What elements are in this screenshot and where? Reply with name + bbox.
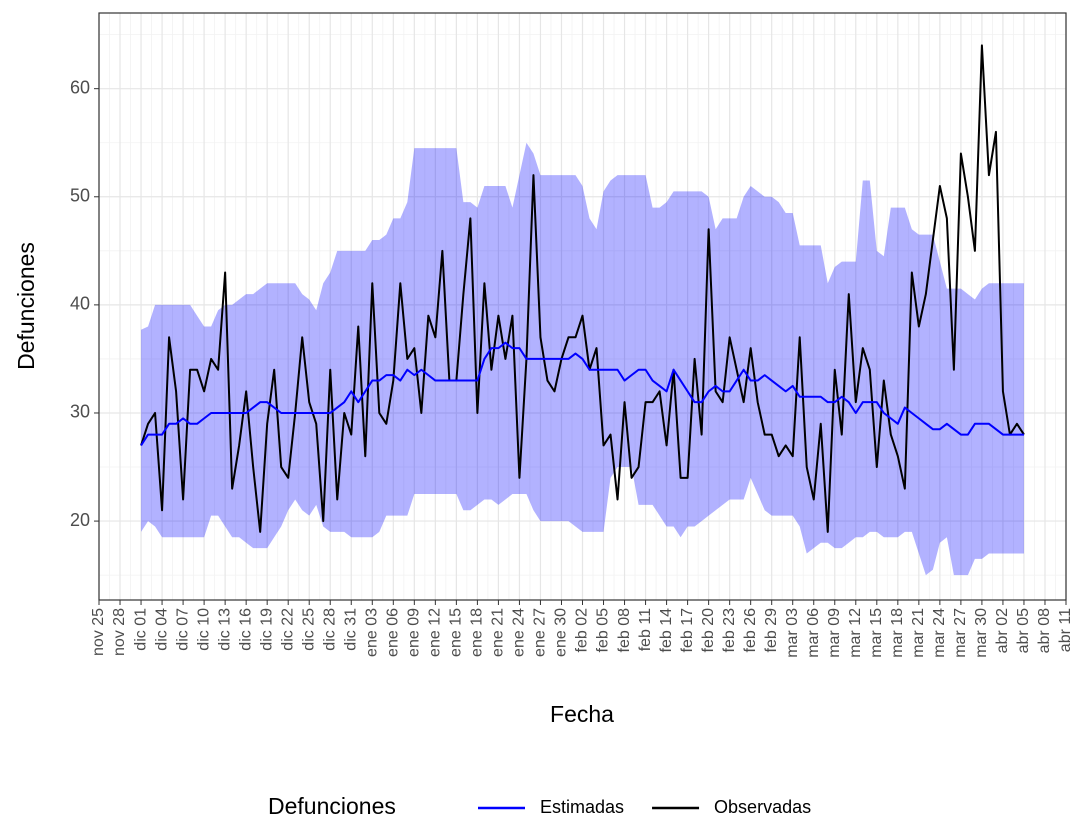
x-tick-label: mar 15 xyxy=(868,608,885,658)
y-tick-label: 30 xyxy=(70,402,90,422)
y-tick-label: 20 xyxy=(70,510,90,530)
x-tick-label: ene 18 xyxy=(469,608,486,657)
series-line xyxy=(140,341,1024,446)
x-tick-label: dic 01 xyxy=(132,608,149,651)
x-tick-label: feb 26 xyxy=(742,608,759,653)
x-tick-label: dic 25 xyxy=(300,608,317,651)
legend-label: Estimadas xyxy=(540,797,624,817)
x-tick-label: dic 04 xyxy=(153,608,170,651)
x-tick-label: mar 12 xyxy=(847,608,864,658)
x-tick-label: dic 19 xyxy=(258,608,275,651)
y-axis-title: Defunciones xyxy=(13,242,39,370)
x-tick-label: ene 06 xyxy=(385,608,402,657)
x-tick-label: feb 29 xyxy=(763,608,780,653)
x-tick-label: ene 30 xyxy=(553,608,570,657)
x-tick-label: nov 25 xyxy=(90,608,107,656)
x-tick-label: feb 02 xyxy=(574,608,591,653)
x-tick-label: feb 20 xyxy=(700,608,717,653)
x-tick-label: dic 10 xyxy=(195,608,212,651)
x-axis-title: Fecha xyxy=(550,701,614,727)
x-tick-label: abr 11 xyxy=(1057,608,1074,652)
x-tick-label: dic 28 xyxy=(321,608,338,651)
y-tick-label: 60 xyxy=(70,77,90,97)
legend-title: Defunciones xyxy=(268,793,396,819)
x-tick-label: mar 21 xyxy=(910,608,927,658)
x-tick-label: feb 11 xyxy=(637,608,654,651)
x-tick-label: abr 05 xyxy=(1015,608,1032,653)
x-tick-label: ene 24 xyxy=(511,608,528,657)
x-tick-label: feb 14 xyxy=(658,608,675,653)
x-tick-label: mar 30 xyxy=(973,608,990,658)
x-tick-label: mar 06 xyxy=(805,608,822,658)
x-tick-label: mar 18 xyxy=(889,608,906,658)
x-tick-label: dic 22 xyxy=(279,608,296,651)
x-tick-label: ene 15 xyxy=(448,608,465,657)
legend: Defunciones Estimadas Observadas xyxy=(268,793,811,819)
x-tick-label: dic 07 xyxy=(174,608,191,651)
x-tick-label: feb 23 xyxy=(721,608,738,653)
x-tick-label: dic 16 xyxy=(237,608,254,651)
axes: 20 30 40 50 60 nov 25 nov 28 dic 01 dic 04 dic 07… xyxy=(70,77,1074,657)
grid xyxy=(98,13,1067,600)
y-tick-label: 50 xyxy=(70,186,90,206)
x-tick-label: dic 13 xyxy=(216,608,233,651)
x-tick-label: mar 09 xyxy=(826,608,843,658)
legend-label: Observadas xyxy=(714,797,811,817)
x-tick-label: ene 27 xyxy=(532,608,549,657)
x-tick-label: feb 17 xyxy=(679,608,696,653)
x-tick-label: abr 02 xyxy=(994,608,1011,653)
x-tick-label: mar 03 xyxy=(784,608,801,658)
x-tick-label: feb 05 xyxy=(595,608,612,653)
y-tick-label: 40 xyxy=(70,294,90,314)
x-tick-label: mar 24 xyxy=(931,608,948,658)
x-tick-label: mar 27 xyxy=(952,608,969,658)
x-tick-label: ene 03 xyxy=(364,608,381,657)
marks xyxy=(140,44,1025,576)
x-tick-label: feb 08 xyxy=(616,608,633,653)
x-tick-label: dic 31 xyxy=(342,608,359,651)
x-tick-label: ene 12 xyxy=(427,608,444,657)
x-tick-label: abr 08 xyxy=(1036,608,1053,653)
x-tick-label: ene 21 xyxy=(490,608,507,657)
x-tick-label: ene 09 xyxy=(406,608,423,657)
x-tick-label: nov 28 xyxy=(111,608,128,656)
series-line xyxy=(140,44,1025,533)
